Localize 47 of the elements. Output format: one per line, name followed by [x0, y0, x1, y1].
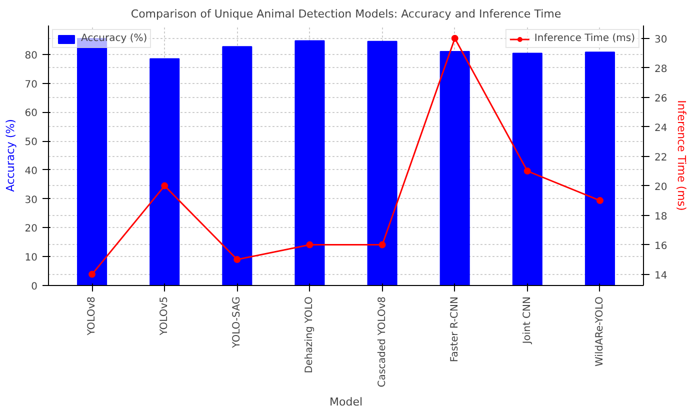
y2-tick-label: 24: [654, 122, 668, 134]
y-tick-label: 60: [24, 108, 38, 120]
y2-tick-label: 14: [654, 270, 668, 282]
point: [161, 182, 168, 190]
bar: [367, 40, 398, 286]
y-tick-label: 10: [24, 252, 38, 264]
legend-label: Accuracy (%): [81, 33, 148, 44]
x-tick-label: YOLOv5: [159, 296, 170, 336]
point: [306, 241, 314, 248]
bar: [150, 58, 180, 286]
x-tick-label: WildARe-YOLO: [594, 296, 606, 367]
x-tick-label: Cascaded YOLOv8: [376, 296, 388, 388]
bar: [294, 40, 325, 286]
y-axis-title: Accuracy (%): [4, 119, 17, 192]
x-tick-label: Dehazing YOLO: [304, 296, 316, 374]
y2-axis-title: Inference Time (ms): [675, 100, 688, 211]
point: [596, 197, 604, 204]
point: [88, 270, 96, 278]
bar: [440, 51, 470, 286]
y-tick-label: 40: [24, 166, 38, 177]
y-tick-label: 30: [24, 194, 38, 206]
y-tick-label: 0: [31, 282, 38, 292]
y2-tick-label: 28: [654, 64, 668, 75]
legend-label: Inference Time (ms): [534, 33, 635, 44]
y2-tick-label: 26: [654, 93, 668, 104]
bar: [584, 52, 615, 286]
y2-tick-label: 30: [654, 34, 668, 46]
chart-title: Comparison of Unique Animal Detection Models: Accuracy and Inference Time: [130, 8, 562, 20]
bar: [222, 46, 252, 286]
x-axis-title: Model: [329, 395, 363, 408]
point: [234, 256, 241, 264]
x-tick-label: Joint CNN: [522, 296, 533, 345]
point: [451, 34, 458, 42]
y2-tick-label: 22: [654, 152, 668, 164]
x-tick-label: YOLO-SAG: [232, 296, 243, 349]
y2-tick-label: 16: [654, 240, 668, 252]
point: [524, 168, 531, 175]
y-tick-label: 80: [24, 50, 38, 62]
y2-tick-label: 20: [654, 182, 668, 193]
y-tick-label: 20: [24, 224, 38, 235]
y-tick-label: 50: [24, 137, 38, 148]
y-tick-label: 70: [24, 79, 38, 90]
x-tick-label: Faster R-CNN: [449, 296, 460, 362]
y2-tick-label: 18: [654, 211, 668, 222]
bar: [512, 52, 542, 286]
point: [378, 241, 386, 248]
x-tick-label: YOLOv8: [86, 296, 98, 336]
